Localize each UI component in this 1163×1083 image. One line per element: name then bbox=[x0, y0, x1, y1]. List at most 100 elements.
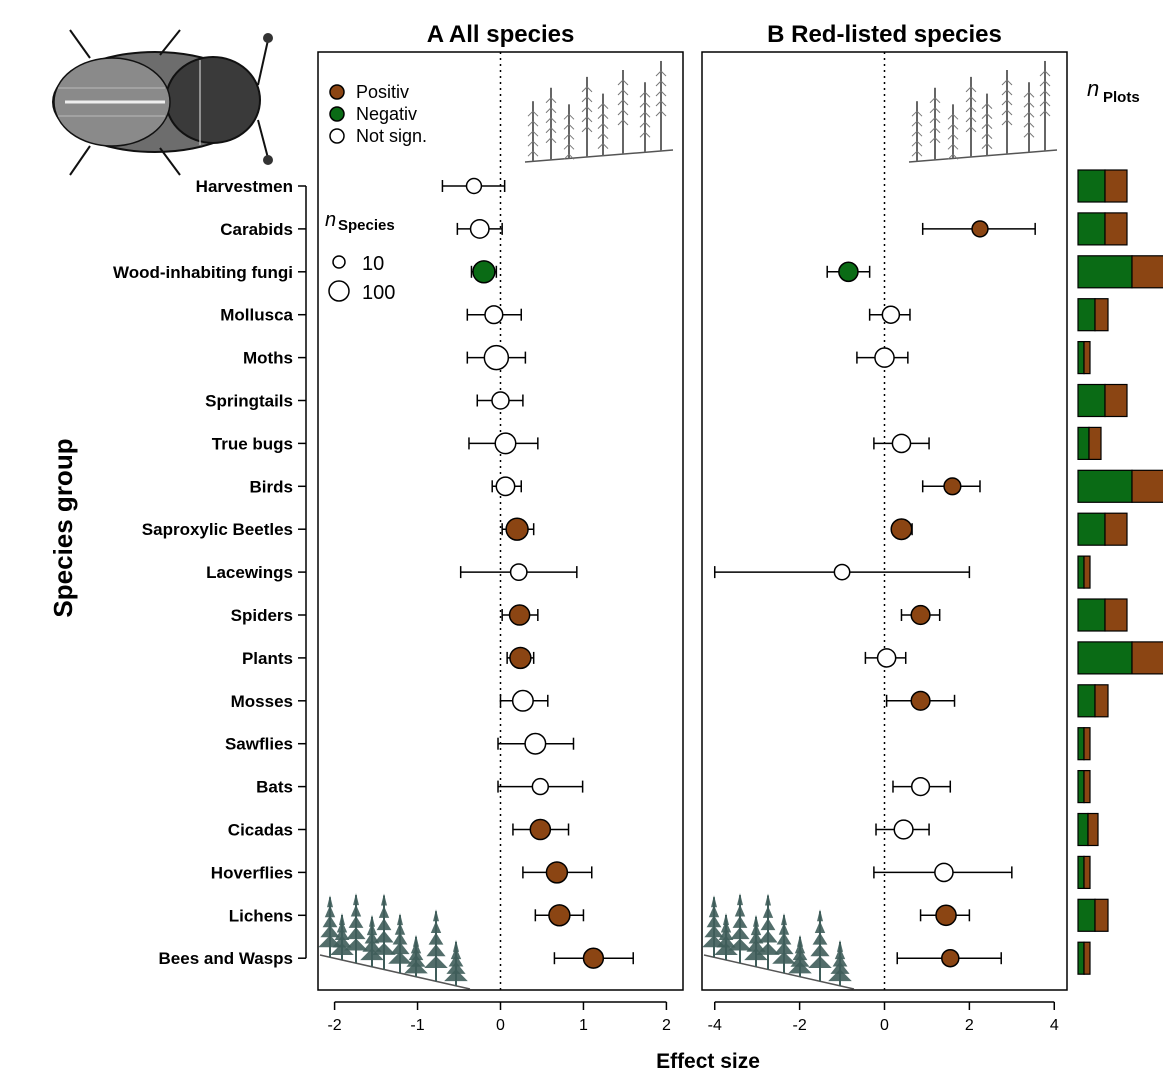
dead-tree-branch bbox=[581, 126, 588, 133]
dead-tree-branch bbox=[1006, 109, 1013, 116]
plot-bar-green bbox=[1077, 555, 1085, 589]
tree-foliage bbox=[327, 895, 333, 908]
data-point-group bbox=[873, 433, 930, 454]
panel-title: A All species bbox=[427, 21, 575, 48]
tree-foliage bbox=[348, 915, 364, 928]
data-point bbox=[472, 260, 496, 284]
dead-tree-branch bbox=[1044, 80, 1051, 87]
tree-foliage bbox=[714, 942, 738, 955]
tree-foliage bbox=[372, 942, 396, 955]
dead-tree-branch bbox=[981, 123, 988, 129]
dead-tree-branch bbox=[952, 133, 959, 140]
dead-tree-branch bbox=[655, 90, 662, 97]
tree-foliage bbox=[390, 942, 410, 955]
data-point-group bbox=[466, 305, 522, 325]
tree-foliage bbox=[753, 914, 759, 927]
data-point-group bbox=[497, 732, 575, 755]
dead-tree-branch bbox=[929, 97, 936, 104]
plot-bar-green bbox=[1077, 212, 1106, 246]
row-label: Sawflies bbox=[225, 735, 293, 754]
tree-foliage bbox=[744, 948, 768, 961]
row-label: Mollusca bbox=[220, 306, 293, 325]
dead-tree-branch bbox=[911, 120, 918, 127]
tree-foliage bbox=[772, 951, 796, 964]
tree-foliage bbox=[797, 934, 803, 947]
plot-bar-brown bbox=[1088, 426, 1102, 460]
data-point bbox=[891, 433, 912, 454]
size-legend-marker bbox=[332, 255, 346, 269]
dead-tree-branch bbox=[934, 117, 941, 124]
dead-tree-branch bbox=[952, 153, 959, 160]
dead-tree-branch bbox=[639, 131, 646, 138]
data-point-group bbox=[506, 646, 535, 670]
row-label: True bugs bbox=[212, 434, 293, 453]
data-point bbox=[935, 904, 957, 927]
dead-tree-branch bbox=[597, 123, 604, 129]
tree-foliage bbox=[433, 909, 439, 922]
data-point bbox=[941, 948, 960, 968]
x-tick-label: 2 bbox=[662, 1017, 671, 1034]
tree-foliage bbox=[430, 920, 442, 933]
row-label: Mosses bbox=[231, 692, 293, 711]
plot-bar-green bbox=[1077, 812, 1089, 847]
plot-bar-brown bbox=[1083, 727, 1091, 761]
tree-foliage bbox=[704, 925, 724, 938]
data-point bbox=[509, 646, 532, 670]
plot-bar-green bbox=[1077, 255, 1133, 289]
plot-bar-brown bbox=[1083, 341, 1091, 375]
dead-tree-branch bbox=[916, 120, 923, 127]
dead-tree-branch bbox=[1039, 110, 1046, 117]
row-label: Harvestmen bbox=[196, 177, 293, 196]
dead-tree-branch bbox=[965, 116, 972, 123]
data-point bbox=[910, 777, 931, 797]
row-label: Moths bbox=[243, 349, 293, 368]
tree-foliage bbox=[716, 935, 736, 948]
data-point-group bbox=[921, 220, 1036, 238]
tree-foliage bbox=[792, 948, 808, 961]
dead-tree-branch bbox=[965, 126, 972, 133]
tree-foliage bbox=[339, 912, 345, 925]
dead-tree-branch bbox=[550, 127, 557, 134]
dead-tree-branch bbox=[929, 117, 936, 124]
plot-bar-brown bbox=[1104, 598, 1128, 632]
row-label: Lichens bbox=[229, 906, 293, 925]
tree-foliage bbox=[324, 905, 336, 918]
dead-tree-branch bbox=[545, 127, 552, 134]
tree-foliage bbox=[392, 932, 408, 945]
dead-tree-branch bbox=[911, 150, 918, 157]
tree-foliage bbox=[814, 920, 826, 933]
dead-tree-branch bbox=[639, 121, 646, 128]
tree-foliage bbox=[366, 923, 378, 936]
dead-tree-branch bbox=[970, 96, 977, 103]
dead-tree-branch bbox=[644, 91, 651, 98]
tree-foliage bbox=[750, 923, 762, 936]
dead-tree-branch bbox=[617, 89, 624, 96]
plot-bar-green bbox=[1077, 341, 1085, 375]
tree-foliage bbox=[776, 932, 792, 945]
dead-tree-branch bbox=[965, 86, 972, 93]
dead-tree-branch bbox=[550, 137, 557, 144]
tree-foliage bbox=[322, 915, 338, 928]
dead-tree-branch bbox=[617, 109, 624, 116]
dead-tree-branch bbox=[602, 113, 609, 119]
dead-tree-branch bbox=[532, 130, 539, 137]
tree-foliage bbox=[734, 904, 746, 917]
data-point bbox=[491, 391, 510, 410]
dead-tree-branch bbox=[617, 119, 624, 126]
data-point bbox=[943, 477, 962, 496]
dead-tree-branch bbox=[655, 100, 662, 107]
row-label: Birds bbox=[250, 477, 293, 496]
data-point-group bbox=[713, 563, 971, 581]
dead-tree-branch bbox=[563, 113, 570, 120]
data-point bbox=[545, 861, 569, 884]
dead-tree-branch bbox=[986, 143, 993, 149]
dead-tree-branch bbox=[916, 110, 923, 117]
dead-tree-branch bbox=[911, 130, 918, 137]
tree-foliage bbox=[834, 947, 846, 960]
tree-foliage bbox=[378, 905, 390, 918]
data-point bbox=[876, 648, 897, 668]
x-tick-label: 0 bbox=[496, 1017, 505, 1034]
dead-tree-branch bbox=[1006, 119, 1013, 126]
dead-tree-branch bbox=[981, 103, 988, 109]
plot-bar-green bbox=[1077, 426, 1090, 460]
